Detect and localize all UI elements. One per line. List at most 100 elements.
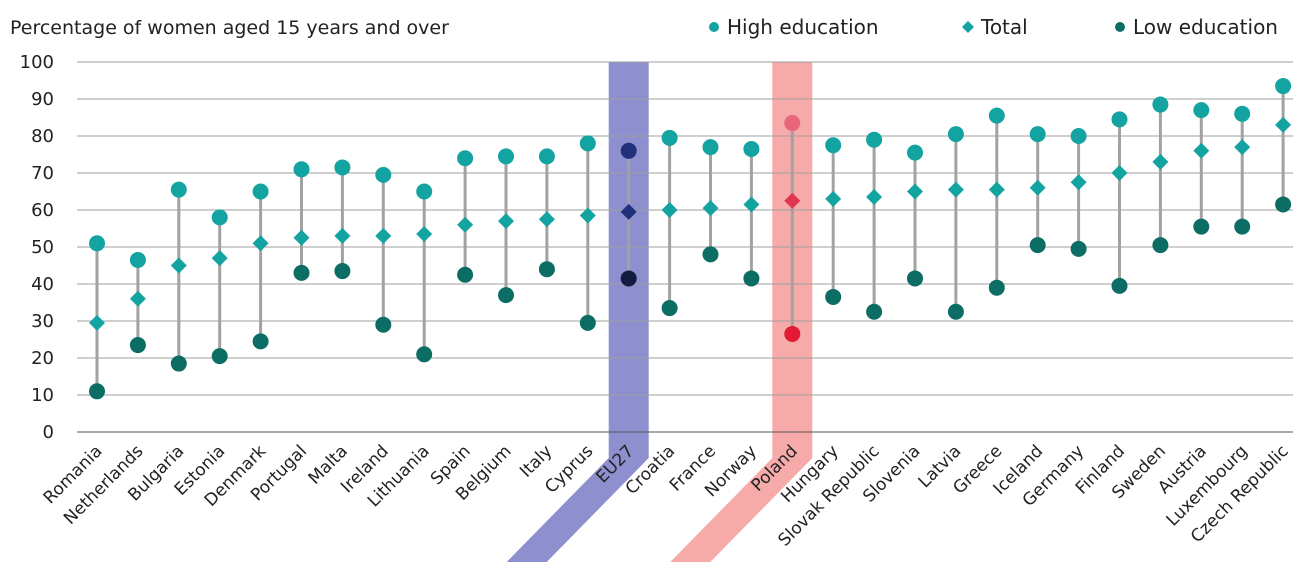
total-point-lithuania [416, 226, 433, 243]
total-point-ireland [375, 227, 392, 244]
total-point-germany [1070, 174, 1087, 191]
high-education-point-lithuania [416, 183, 433, 200]
low-education-point-germany [1070, 240, 1087, 257]
low-education-point-latvia [947, 303, 964, 320]
legend-item-high-education: High education [709, 15, 879, 39]
low-education-point-iceland [1029, 237, 1046, 254]
high-education-point-denmark [252, 183, 269, 200]
low-education-point-eu27 [620, 270, 637, 287]
legend-high-education-marker [709, 22, 719, 32]
low-education-point-sweden [1152, 237, 1169, 254]
data-markers [89, 78, 1292, 400]
total-point-latvia [947, 181, 964, 198]
high-education-point-luxembourg [1234, 105, 1251, 122]
chart-title: Percentage of women aged 15 years and ov… [10, 17, 449, 39]
low-education-point-italy [538, 261, 555, 278]
legend-item-low-education: Low education [1115, 15, 1278, 39]
total-point-norway [743, 196, 760, 213]
high-education-point-poland [784, 115, 801, 132]
high-education-point-bulgaria [170, 181, 187, 198]
total-point-poland [784, 192, 801, 209]
total-point-denmark [252, 235, 269, 252]
low-education-point-estonia [211, 348, 228, 365]
high-education-point-hungary [825, 137, 842, 154]
y-axis-ticks: 0 10 20 30 40 50 60 70 80 90 100 [20, 52, 54, 443]
low-education-point-lithuania [416, 346, 433, 363]
low-education-point-malta [334, 263, 351, 280]
high-education-point-greece [988, 107, 1005, 124]
y-tick-label: 100 [20, 52, 54, 73]
legend-high-education-label: High education [727, 15, 879, 39]
legend-item-total: Total [962, 15, 1028, 39]
high-education-point-romania [89, 235, 105, 252]
high-education-point-slovak-republic [866, 131, 883, 148]
x-axis-ticks: RomaniaNetherlandsBulgariaEstoniaDenmark… [40, 441, 1293, 550]
high-education-point-estonia [211, 209, 228, 226]
high-education-point-malta [334, 159, 351, 176]
total-point-estonia [211, 250, 228, 267]
low-education-point-ireland [375, 316, 392, 333]
total-point-france [702, 200, 719, 217]
low-education-point-croatia [661, 300, 678, 317]
high-education-point-sweden [1152, 96, 1169, 113]
low-education-point-greece [988, 279, 1005, 296]
range-lines [95, 86, 1285, 392]
legend-total-marker [962, 21, 974, 33]
total-point-netherlands [129, 290, 146, 307]
high-education-point-belgium [498, 148, 514, 165]
total-point-bulgaria [170, 257, 187, 274]
high-education-point-norway [743, 140, 760, 157]
low-education-point-spain [457, 266, 474, 283]
high-education-point-croatia [661, 129, 678, 146]
y-tick-label: 40 [31, 274, 54, 295]
low-education-point-romania [89, 383, 105, 400]
high-education-point-latvia [947, 126, 964, 143]
low-education-point-norway [743, 270, 760, 287]
high-education-point-netherlands [129, 251, 146, 268]
total-point-finland [1111, 165, 1128, 181]
total-point-greece [988, 181, 1005, 198]
total-point-slovenia [907, 183, 923, 200]
low-education-point-netherlands [129, 337, 146, 354]
y-tick-label: 10 [31, 385, 54, 406]
total-point-luxembourg [1234, 139, 1251, 156]
highlight-band-eu27 [506, 62, 649, 562]
high-education-point-france [702, 139, 719, 156]
total-point-malta [334, 227, 351, 244]
low-education-point-austria [1193, 218, 1210, 235]
y-tick-label: 20 [31, 348, 54, 369]
low-education-point-cyprus [579, 314, 596, 331]
legend-low-education-label: Low education [1133, 15, 1278, 39]
y-tick-label: 90 [31, 89, 54, 110]
total-point-hungary [825, 190, 842, 207]
total-point-sweden [1152, 153, 1169, 170]
low-education-point-denmark [252, 333, 269, 350]
low-education-point-poland [784, 325, 801, 342]
total-point-portugal [293, 229, 310, 246]
total-point-spain [457, 216, 474, 233]
total-point-italy [538, 211, 555, 228]
low-education-point-czech-republic [1275, 196, 1292, 213]
low-education-point-bulgaria [170, 355, 187, 372]
y-tick-label: 60 [31, 200, 54, 221]
high-education-point-spain [457, 150, 474, 167]
legend: High education Total Low education [709, 15, 1278, 39]
high-education-point-ireland [375, 166, 392, 183]
high-education-point-iceland [1029, 126, 1046, 143]
low-education-point-france [702, 246, 719, 263]
total-point-belgium [498, 213, 514, 230]
total-point-cyprus [579, 207, 596, 224]
high-education-point-czech-republic [1275, 78, 1292, 95]
low-education-point-portugal [293, 264, 310, 281]
legend-low-education-marker [1115, 22, 1125, 32]
high-education-point-austria [1193, 102, 1210, 119]
high-education-point-eu27 [620, 142, 637, 159]
y-tick-label: 0 [43, 422, 54, 443]
high-education-point-slovenia [907, 144, 923, 161]
high-education-point-italy [538, 148, 555, 165]
gridlines [77, 61, 1293, 433]
highlight-bands [506, 62, 813, 562]
total-point-iceland [1029, 179, 1046, 196]
total-point-austria [1193, 142, 1210, 159]
low-education-point-finland [1111, 277, 1128, 294]
